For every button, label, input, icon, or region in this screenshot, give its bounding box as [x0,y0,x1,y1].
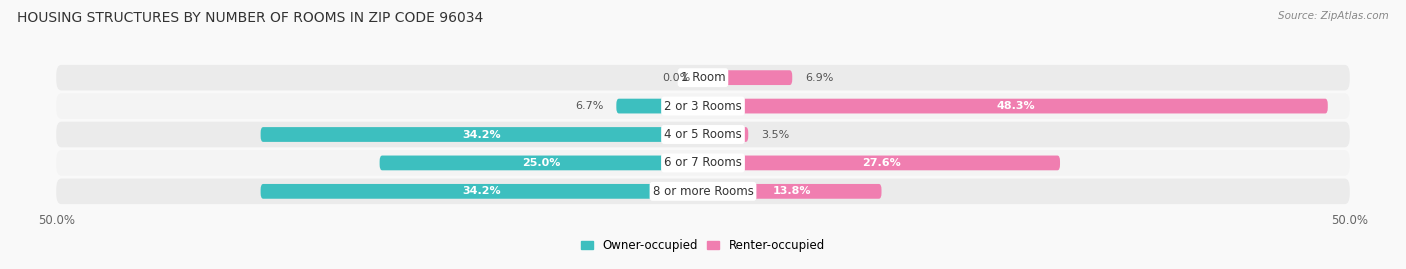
Text: 3.5%: 3.5% [761,129,789,140]
FancyBboxPatch shape [703,70,792,85]
Text: 2 or 3 Rooms: 2 or 3 Rooms [664,100,742,113]
Text: 13.8%: 13.8% [773,186,811,196]
Text: Source: ZipAtlas.com: Source: ZipAtlas.com [1278,11,1389,21]
FancyBboxPatch shape [56,65,1350,90]
FancyBboxPatch shape [703,155,1060,170]
Text: 0.0%: 0.0% [662,73,690,83]
FancyBboxPatch shape [703,99,1327,114]
Text: 6.7%: 6.7% [575,101,603,111]
FancyBboxPatch shape [703,184,882,199]
FancyBboxPatch shape [616,99,703,114]
FancyBboxPatch shape [56,93,1350,119]
Text: HOUSING STRUCTURES BY NUMBER OF ROOMS IN ZIP CODE 96034: HOUSING STRUCTURES BY NUMBER OF ROOMS IN… [17,11,484,25]
FancyBboxPatch shape [56,179,1350,204]
Text: 48.3%: 48.3% [995,101,1035,111]
Text: 4 or 5 Rooms: 4 or 5 Rooms [664,128,742,141]
Text: 6 or 7 Rooms: 6 or 7 Rooms [664,156,742,169]
Text: 27.6%: 27.6% [862,158,901,168]
FancyBboxPatch shape [380,155,703,170]
Text: 25.0%: 25.0% [522,158,561,168]
Legend: Owner-occupied, Renter-occupied: Owner-occupied, Renter-occupied [581,239,825,252]
FancyBboxPatch shape [56,150,1350,176]
Text: 6.9%: 6.9% [806,73,834,83]
Text: 34.2%: 34.2% [463,129,501,140]
FancyBboxPatch shape [703,127,748,142]
Text: 8 or more Rooms: 8 or more Rooms [652,185,754,198]
FancyBboxPatch shape [56,122,1350,147]
FancyBboxPatch shape [260,127,703,142]
Text: 1 Room: 1 Room [681,71,725,84]
Text: 34.2%: 34.2% [463,186,501,196]
FancyBboxPatch shape [260,184,703,199]
